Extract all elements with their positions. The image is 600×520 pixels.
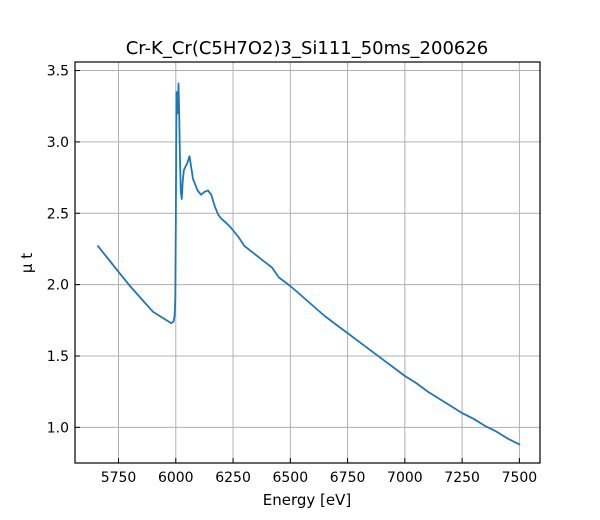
x-tick-label: 7500: [502, 470, 538, 486]
y-tick-label: 2.5: [47, 206, 69, 222]
x-tick-label: 6750: [330, 470, 366, 486]
grid: [75, 62, 540, 463]
x-tick-label: 6000: [158, 470, 194, 486]
y-tick-label: 3.0: [47, 135, 69, 151]
series-line: [97, 82, 521, 446]
ticks: 5750 6000 6250 6500 6750 7000 7250 7500 1.0 1.5 2.…: [47, 64, 537, 486]
chart-title: Cr-K_Cr(C5H7O2)3_Si111_50ms_200626: [126, 38, 489, 59]
x-axis-label: Energy [eV]: [263, 491, 351, 509]
x-tick-label: 7250: [444, 470, 480, 486]
y-axis-label: μ t: [18, 253, 36, 273]
plot-frame: [74, 61, 541, 464]
x-tick-label: 5750: [101, 470, 137, 486]
y-tick-label: 2.0: [47, 278, 69, 294]
y-tick-label: 1.5: [47, 349, 69, 365]
x-tick-label: 6250: [215, 470, 251, 486]
x-tick-label: 6500: [272, 470, 308, 486]
y-tick-label: 3.5: [47, 64, 69, 80]
x-tick-label: 7000: [387, 470, 423, 486]
y-tick-label: 1.0: [47, 420, 69, 436]
